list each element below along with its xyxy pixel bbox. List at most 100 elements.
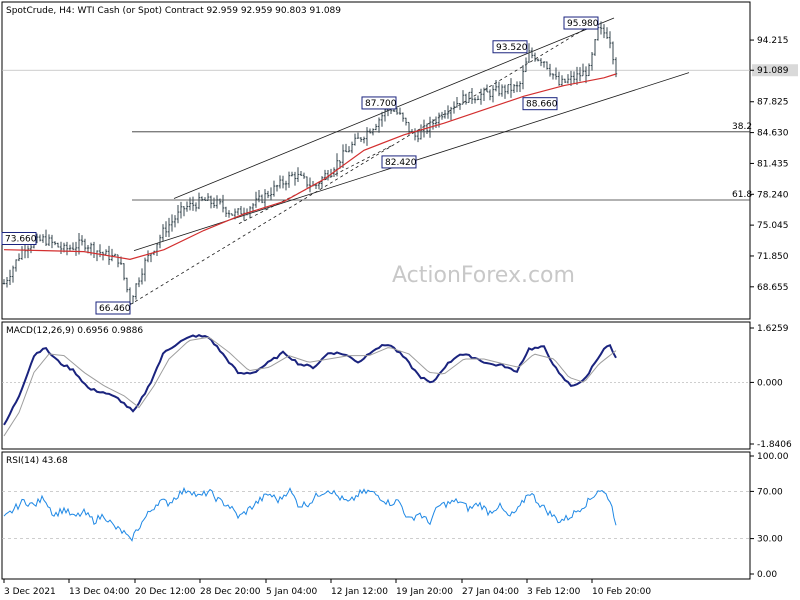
x-tick-label: 3 Feb 12:00 bbox=[527, 587, 581, 597]
candle bbox=[563, 78, 567, 84]
candle bbox=[566, 74, 570, 84]
candle bbox=[2, 279, 6, 285]
candle bbox=[212, 197, 216, 208]
candle bbox=[551, 73, 555, 80]
candle bbox=[56, 242, 60, 248]
candle bbox=[203, 197, 207, 201]
candle bbox=[110, 248, 114, 262]
candle bbox=[593, 38, 597, 56]
candle bbox=[380, 111, 384, 127]
candle bbox=[470, 87, 474, 104]
candle bbox=[59, 241, 63, 254]
candle bbox=[140, 268, 144, 285]
rsi-panel[interactable] bbox=[1, 451, 751, 580]
candle bbox=[191, 196, 195, 211]
candle bbox=[443, 109, 447, 119]
x-tick-label: 5 Jan 04:00 bbox=[266, 587, 318, 597]
candle bbox=[236, 208, 240, 216]
candle bbox=[164, 221, 168, 237]
candle bbox=[260, 194, 264, 204]
candle bbox=[194, 202, 198, 212]
candle bbox=[416, 130, 420, 143]
candle bbox=[134, 283, 138, 300]
candle bbox=[368, 128, 372, 134]
price-tick-label: 78.240 bbox=[757, 190, 789, 200]
candle bbox=[284, 180, 288, 191]
x-tick-label: 12 Jan 12:00 bbox=[331, 587, 388, 597]
candle bbox=[464, 93, 468, 105]
price-tick-label: 87.825 bbox=[757, 98, 789, 108]
candle bbox=[569, 70, 573, 86]
candle bbox=[461, 90, 465, 105]
candle bbox=[440, 111, 444, 120]
candle bbox=[65, 241, 69, 256]
candle bbox=[320, 176, 324, 189]
price-tick-label: 71.850 bbox=[757, 252, 789, 262]
candle bbox=[287, 171, 291, 188]
candle bbox=[41, 234, 45, 243]
candle bbox=[206, 193, 210, 201]
x-tick-label: 13 Dec 04:00 bbox=[69, 587, 130, 597]
candle bbox=[377, 117, 381, 133]
candle bbox=[545, 61, 549, 70]
candle bbox=[8, 269, 12, 286]
candle bbox=[272, 180, 276, 197]
price-annotation: 93.520 bbox=[492, 40, 528, 54]
fib-label-0: 38.2 bbox=[732, 122, 752, 132]
rsi-title: RSI(14) 43.68 bbox=[6, 456, 68, 466]
signal-line bbox=[3, 336, 617, 437]
price-annotation: 88.660 bbox=[522, 97, 558, 111]
price-annotation: 73.660 bbox=[1, 231, 37, 245]
fib-label-1: 61.8 bbox=[732, 190, 752, 200]
candle bbox=[608, 31, 612, 49]
x-tick-label: 3 Dec 2021 bbox=[4, 587, 56, 597]
candle bbox=[17, 253, 21, 262]
ema-line bbox=[3, 73, 617, 260]
candle bbox=[143, 257, 147, 282]
candle bbox=[125, 277, 129, 293]
candle bbox=[266, 190, 270, 199]
annotation-box bbox=[361, 96, 397, 110]
candle bbox=[506, 84, 510, 95]
price-annotation: 82.420 bbox=[381, 155, 417, 169]
annotation-box bbox=[563, 16, 599, 30]
macd-panel[interactable] bbox=[1, 321, 751, 450]
candle bbox=[449, 106, 453, 121]
candle bbox=[503, 84, 507, 99]
candle bbox=[467, 91, 471, 103]
candle bbox=[263, 189, 267, 210]
price-panel[interactable] bbox=[1, 1, 751, 320]
candle bbox=[605, 27, 609, 39]
candle bbox=[590, 52, 594, 71]
candle bbox=[173, 215, 177, 228]
candle bbox=[176, 205, 180, 224]
candle bbox=[482, 87, 486, 102]
candle bbox=[104, 249, 108, 255]
candle bbox=[224, 206, 228, 218]
candle bbox=[218, 198, 222, 205]
candle bbox=[584, 66, 588, 84]
candle bbox=[530, 47, 534, 59]
candle bbox=[587, 63, 591, 77]
candle bbox=[227, 210, 231, 218]
candle bbox=[80, 235, 84, 246]
last-price-tag bbox=[752, 64, 798, 77]
candle bbox=[38, 234, 42, 242]
candle bbox=[356, 132, 360, 139]
candle bbox=[599, 21, 603, 35]
candle bbox=[257, 189, 261, 203]
candle bbox=[398, 107, 402, 115]
price-tick-label: 84.630 bbox=[757, 129, 789, 139]
annotation-label: 95.980 bbox=[567, 19, 599, 29]
candle bbox=[539, 58, 543, 67]
annotation-label: 88.660 bbox=[526, 100, 558, 110]
candle bbox=[602, 24, 606, 39]
x-tick-label: 10 Feb 20:00 bbox=[592, 587, 651, 597]
annotation-label: 93.520 bbox=[496, 43, 528, 53]
x-tick-label: 28 Dec 20:00 bbox=[200, 587, 261, 597]
candle bbox=[578, 67, 582, 82]
candle bbox=[341, 144, 345, 169]
price-tick-label: 94.215 bbox=[757, 36, 789, 46]
rsi-tick-label: 0.00 bbox=[757, 570, 777, 580]
candle bbox=[137, 277, 141, 288]
